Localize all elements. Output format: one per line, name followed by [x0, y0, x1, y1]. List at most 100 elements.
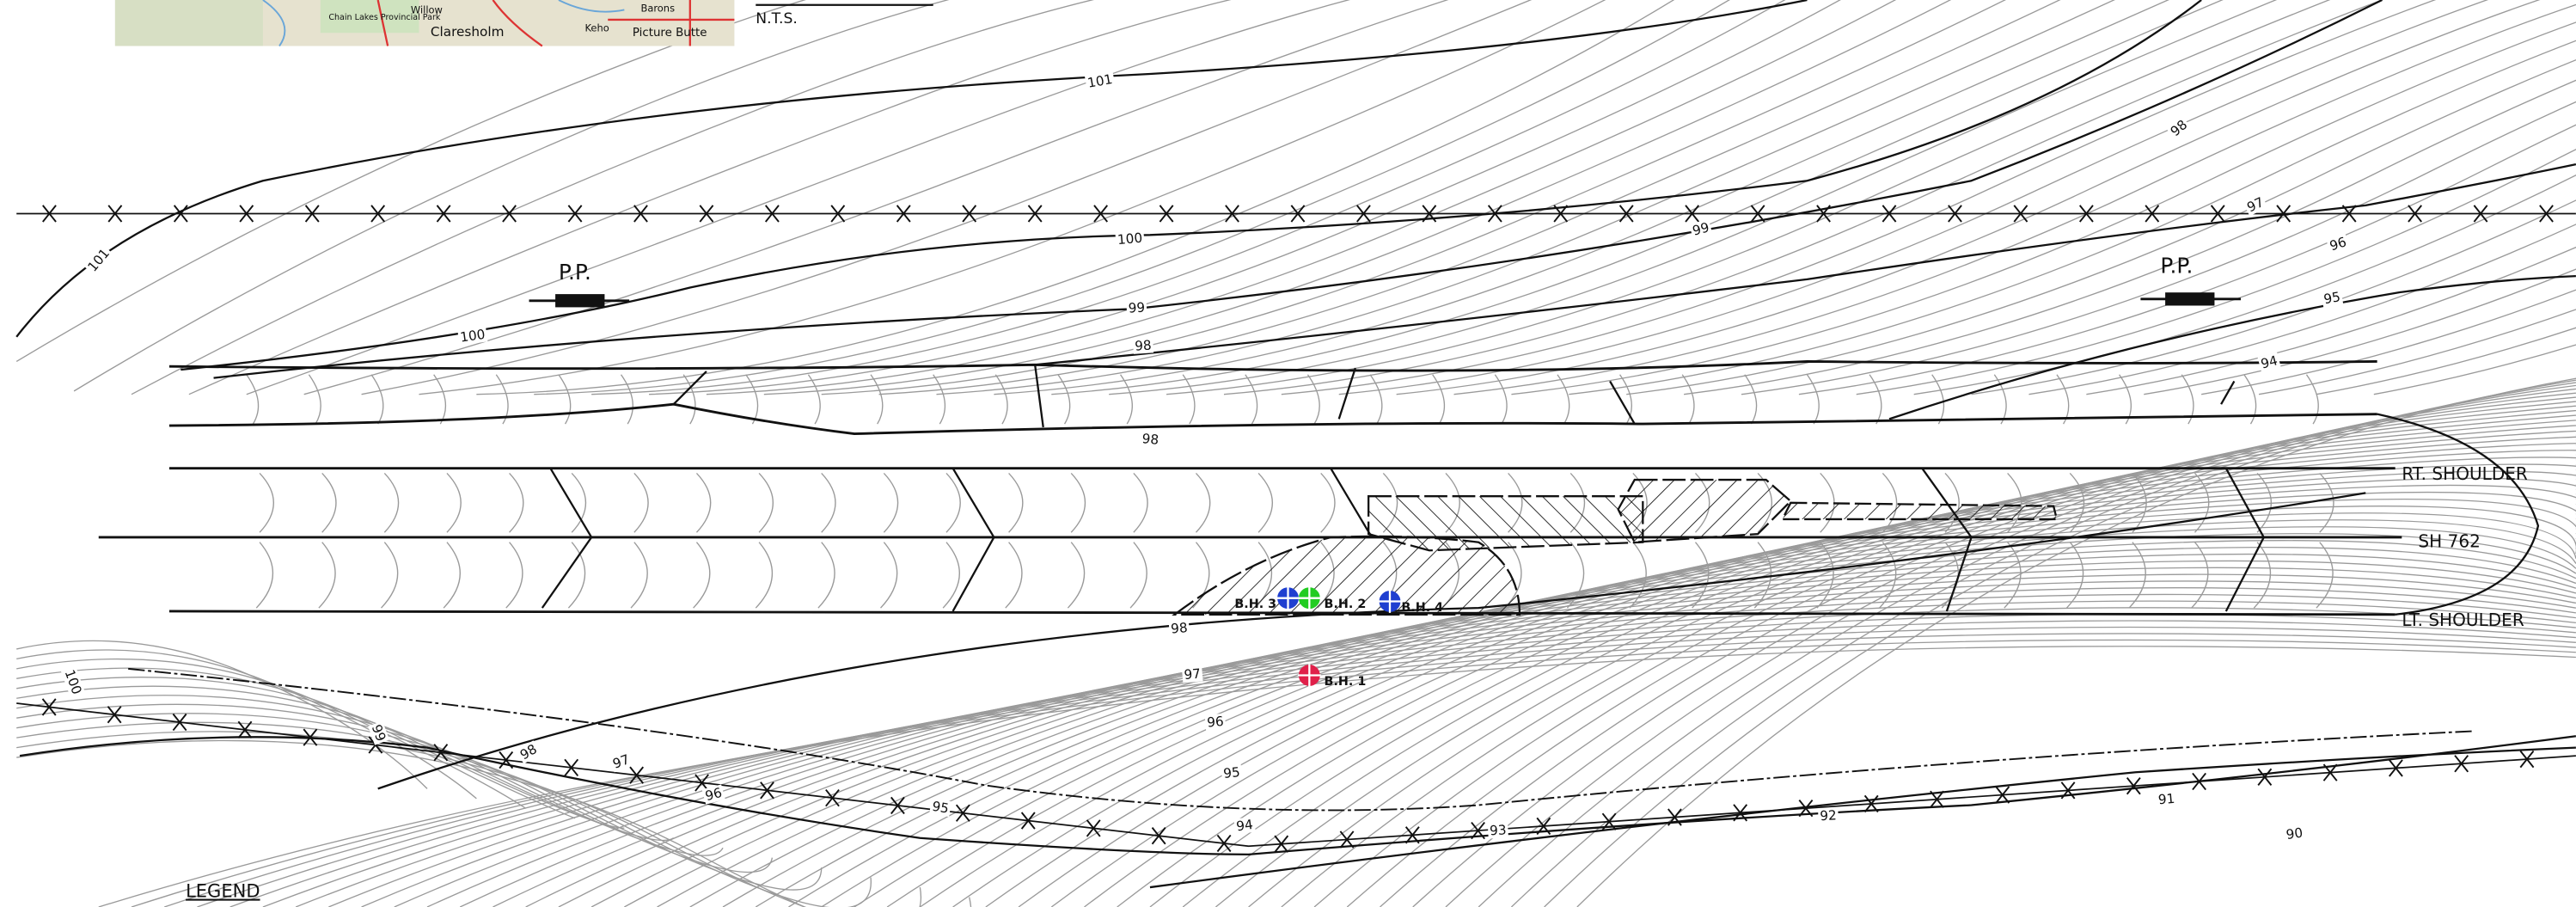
contour — [295, 607, 2576, 907]
fence-x — [1216, 834, 1232, 853]
ditch-hatch — [755, 472, 774, 609]
borehole: B.H. 1 — [1297, 664, 1366, 689]
contour — [16, 649, 477, 800]
fence-x — [237, 720, 253, 738]
contour-label: 90 — [2285, 825, 2304, 843]
fence-x — [2454, 755, 2469, 773]
contour — [229, 620, 2576, 907]
borehole-label: B.H. 2 — [1325, 598, 1367, 611]
contour — [1569, 40, 2576, 395]
contour — [213, 0, 2383, 379]
contour-label: 93 — [1490, 822, 1507, 838]
fence-x — [1422, 205, 1437, 223]
contour — [16, 640, 428, 789]
fence-x — [1151, 827, 1166, 845]
label-mask — [1126, 299, 1147, 316]
label-mask — [1817, 807, 1839, 824]
contour — [1412, 392, 2576, 907]
ditch-hatch — [2128, 472, 2147, 609]
contour — [706, 0, 1897, 395]
fence-x — [1601, 812, 1617, 830]
fence-x — [760, 781, 774, 800]
ditch-hatch — [443, 472, 462, 609]
contour — [878, 0, 2061, 395]
contour — [459, 573, 2576, 907]
map-label: Chain Lakes Provincial Park — [328, 13, 441, 22]
label-mask — [2326, 233, 2350, 254]
ditch-hatch — [1432, 374, 1446, 425]
contours — [15, 0, 2576, 907]
fence-x — [2389, 759, 2403, 777]
fence-x — [2145, 205, 2160, 223]
fence-x — [173, 205, 188, 223]
fence-x — [1356, 205, 1371, 223]
fence-x — [107, 706, 122, 724]
contour — [19, 735, 2576, 855]
map-label: Keho — [584, 21, 609, 34]
ditch-hatch — [942, 472, 961, 609]
fence-x — [1798, 800, 1814, 818]
contour-label: 100 — [62, 668, 85, 697]
fence-x — [825, 788, 840, 807]
label-mask — [2321, 288, 2344, 308]
borehole-label: B.H. 4 — [1401, 601, 1443, 615]
fence-x — [896, 205, 911, 223]
label-mask — [2257, 352, 2281, 373]
scale-note: N.T.S. — [756, 10, 798, 28]
contour — [821, 0, 2007, 395]
label-mask — [2156, 790, 2177, 808]
road-edge — [168, 402, 2377, 436]
label-mask — [2243, 193, 2268, 217]
ditch-hatch — [1494, 374, 1508, 425]
fence-x — [1750, 205, 1765, 223]
fence-x — [1995, 786, 2010, 804]
contour — [534, 0, 1730, 395]
ditch-hatch — [246, 374, 260, 425]
contour — [994, 0, 2170, 395]
ditch-hatch — [630, 472, 649, 609]
fence-x — [2013, 205, 2028, 223]
ditch-hatch — [308, 374, 321, 425]
pole-label: P.P. — [559, 260, 591, 285]
ditch-hatch — [2181, 374, 2194, 425]
pole-body — [555, 294, 605, 308]
fence-x — [1290, 205, 1306, 223]
contour — [985, 463, 2576, 907]
ditch-hatch — [318, 472, 337, 609]
fence-x — [1020, 812, 1036, 830]
map-label: Claresholm — [431, 24, 505, 40]
fence-x — [1536, 817, 1551, 836]
fence-x — [2192, 772, 2206, 791]
ditch-hatch — [2253, 472, 2273, 609]
contour — [1223, 0, 2383, 395]
contour-label: 94 — [2259, 352, 2279, 371]
contour — [1182, 425, 2576, 907]
map-region — [114, 0, 263, 46]
label-mask — [83, 244, 114, 276]
contour — [16, 703, 774, 873]
contour — [1338, 0, 2489, 395]
power-pole: P.P. — [2140, 253, 2242, 306]
fence-x — [2060, 781, 2076, 800]
fence-x — [436, 205, 451, 223]
contour — [936, 0, 2115, 395]
fence-x — [1553, 205, 1569, 223]
contour — [1051, 0, 2224, 395]
contour — [788, 506, 2576, 907]
contour-label: 96 — [703, 785, 723, 804]
ditch-hatch — [558, 374, 572, 425]
ditch-hatch — [2056, 374, 2070, 425]
fence-x — [567, 205, 583, 223]
label-mask — [1487, 822, 1508, 839]
label-mask — [516, 740, 542, 764]
pole-body — [2165, 292, 2215, 306]
ditch-hatch — [1619, 374, 1632, 425]
contour-label: 95 — [2322, 289, 2341, 307]
fence-x — [1618, 205, 1634, 223]
contour — [1856, 149, 2576, 395]
ditch-hatch — [1681, 374, 1695, 425]
ditch-hatch — [807, 374, 821, 425]
fence-x — [499, 751, 514, 769]
fence-x — [1863, 794, 1879, 813]
